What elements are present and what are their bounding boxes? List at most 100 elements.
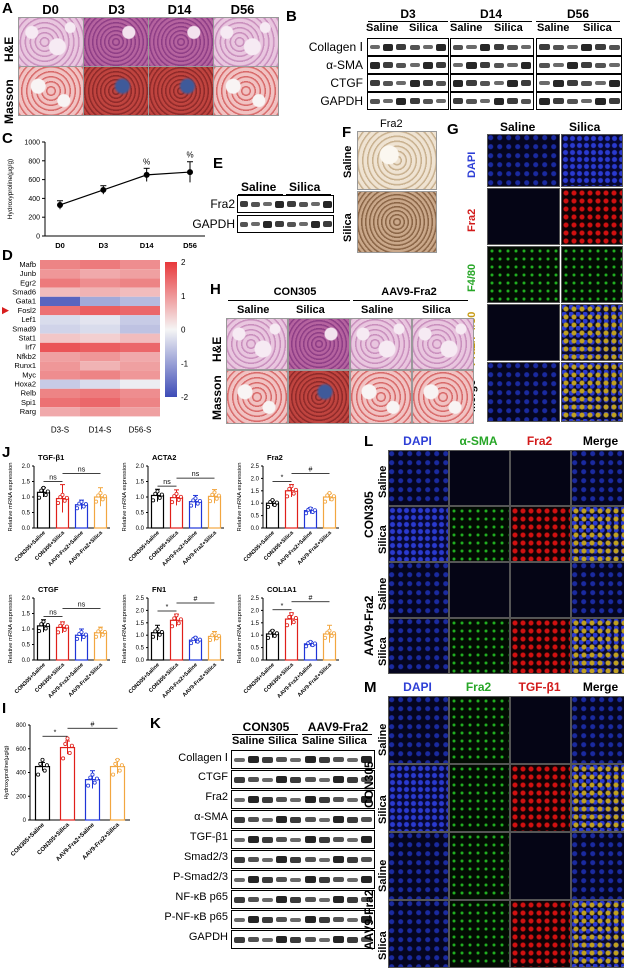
chart-dot — [38, 761, 43, 766]
chart-ytick-label: 1.5 — [136, 480, 145, 486]
chart-ytick-label: 1.5 — [22, 612, 31, 618]
panel-e-blot-fra2-band — [310, 202, 320, 206]
panel-k-blot-r6-band — [304, 876, 316, 883]
panel-b-blot-r1-g0-band — [436, 62, 447, 68]
chart-d-cell — [120, 388, 160, 398]
chart-dot — [92, 780, 97, 785]
tissue-h-he-con-silica — [288, 318, 350, 370]
chart-d-colorbar-tick: 0 — [181, 326, 186, 335]
chart-d-colorbar-tick: 1 — [181, 292, 186, 301]
panel-k-blot-r0-band — [347, 757, 359, 762]
chart-title: COL1A1 — [267, 585, 297, 594]
chart-c-ytick-label: 0 — [36, 234, 40, 241]
chart-dot — [289, 484, 294, 489]
gridL-img-r0-c1 — [449, 450, 510, 506]
panel-k-blot-r8 — [231, 910, 375, 929]
chart-d-col-label: D56-S — [129, 425, 152, 434]
chart-dot — [189, 503, 194, 508]
panel-b-blot-r3-g2-band — [608, 98, 620, 104]
chart-dot — [272, 633, 277, 638]
chart-dot — [329, 633, 334, 638]
panel-k-blot-r2-band — [233, 797, 245, 802]
chart-sig-label: # — [91, 721, 95, 728]
gridL-img-r1-c2 — [510, 506, 571, 562]
chart-d-row-label: Lef1 — [21, 315, 36, 324]
chart-d-cell — [120, 370, 160, 380]
panel-b-blot-r2-g2-band — [552, 79, 564, 87]
panel-b-blot-r2-g1-band — [507, 79, 518, 87]
chart-j-tgfb1: TGF-β1 0.0 0.5 1.0 1.5 2.0 Relative mRNA expre… — [8, 453, 110, 568]
gridM-img-r3-c3 — [571, 900, 624, 968]
chart-dot — [153, 491, 158, 496]
chart-d-row-label: Irf7 — [25, 343, 36, 352]
chart-dot — [159, 492, 164, 497]
panel-k-col-silica-2: Silica — [338, 735, 367, 747]
panel-b-blot-r3-g1 — [450, 92, 534, 110]
panel-b-blot-r1-g0-band — [382, 62, 394, 68]
panel-k-blot-r5-band — [261, 857, 274, 862]
chart-dot — [98, 627, 103, 632]
panel-b-group-d14: D14 — [479, 7, 502, 21]
gridM-img-r0-c1 — [449, 696, 510, 764]
chart-dot — [157, 495, 162, 500]
chart-dot — [60, 621, 65, 626]
gridM-group-0: CON305 — [362, 761, 376, 808]
chart-dot — [155, 627, 160, 632]
chart-d-cell — [40, 324, 80, 334]
chart-dot — [170, 624, 175, 629]
panel-k-blot-r4-band — [318, 836, 330, 843]
chart-dot — [102, 630, 107, 635]
chart-dot — [64, 624, 69, 629]
gridM-group-1: AAV9-Fra2 — [362, 889, 376, 950]
panel-b-blot-r3-g0-band — [436, 99, 447, 103]
chart-dot — [157, 632, 162, 637]
panel-k-blot-r9-band — [247, 937, 259, 942]
chart-ytick-label: 1.0 — [251, 633, 260, 639]
chart-dot — [176, 621, 181, 626]
chart-d-row-label: Gata1 — [16, 297, 36, 306]
panel-k-blot-r2-band — [247, 796, 259, 803]
panel-k-blot-r3-band — [261, 817, 274, 822]
panel-e-blot-fra2-band — [251, 201, 261, 207]
chart-dot — [69, 743, 74, 748]
panel-k-blot-r9-band — [276, 936, 288, 943]
chart-d-cell — [80, 260, 120, 270]
gridM-img-r3-c2 — [510, 900, 571, 968]
gridM-img-r2-c0 — [388, 832, 449, 900]
chart-title: ACTA2 — [152, 453, 176, 462]
panel-k-line-con305 — [232, 734, 298, 735]
chart-d-cell — [40, 260, 80, 270]
chart-ytick-label: 2.5 — [251, 596, 260, 602]
chart-dot — [41, 485, 46, 490]
chart-d-cell — [40, 370, 80, 380]
chart-j-col1a1: COL1A1 0.0 0.5 1.0 1.5 2.0 2.5 Relative mRNA ex… — [237, 585, 339, 700]
chart-d-cell — [80, 269, 120, 279]
chart-d-cell — [80, 315, 120, 325]
chart-j-fn1: FN1 0.0 0.5 1.0 1.5 2.0 2.5 Relative mRNA expre… — [122, 585, 224, 700]
chart-xtick-label: AAV9-Fra2+Saline — [276, 530, 314, 568]
chart-dot — [266, 504, 271, 509]
panel-k-row-4: TGF-β1 — [189, 831, 228, 843]
panel-k-blot-r0-band — [261, 756, 274, 763]
panel-b-label: B — [286, 8, 297, 25]
panel-b-line-d14 — [450, 21, 532, 22]
chart-c-hydroxyproline: 0 200 400 600 800 1000 Hydroxyproline(μg/g) D0 D… — [7, 140, 205, 250]
chart-ytick-label: 0.0 — [22, 526, 31, 532]
panel-k-blot-r4-band — [332, 837, 345, 842]
chart-dot — [289, 611, 294, 616]
panel-k-blot-r7-band — [290, 896, 302, 903]
chart-dot — [270, 628, 275, 633]
gridL-col-0: DAPI — [403, 434, 432, 448]
chart-c-point — [187, 169, 193, 176]
panel-b-blot-r0-g1-band — [452, 44, 464, 50]
chart-dot — [327, 491, 332, 496]
panel-k-blot-r3-band — [290, 816, 302, 823]
chart-d-row-label: Myc — [22, 370, 36, 379]
gridL-img-r2-c3 — [571, 562, 624, 618]
chart-xtick-label: AAV9-Fra2+Saline — [161, 662, 199, 700]
panel-h-group-con305: CON305 — [273, 286, 317, 298]
panel-k-blot-r7-band — [247, 897, 259, 902]
chart-c-ytick-label: 1000 — [24, 140, 40, 147]
chart-dot — [83, 502, 88, 507]
panel-l-label: L — [364, 433, 374, 450]
